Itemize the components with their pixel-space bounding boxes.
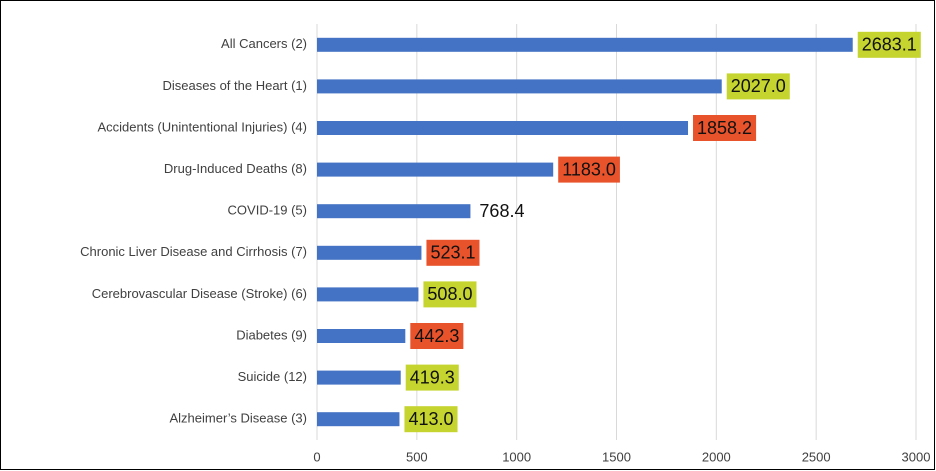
data-label: 1858.2 bbox=[697, 118, 752, 138]
data-label-box bbox=[423, 281, 477, 308]
x-tick-label: 3000 bbox=[902, 449, 931, 464]
y-tick-label: Drug-Induced Deaths (8) bbox=[164, 161, 307, 176]
y-tick-label: All Cancers (2) bbox=[221, 36, 307, 51]
bar bbox=[317, 287, 419, 302]
data-label: 523.1 bbox=[430, 243, 475, 263]
bar bbox=[317, 329, 406, 343]
bar bbox=[317, 412, 400, 427]
x-tick-label: 0 bbox=[313, 449, 320, 464]
data-label: 2027.0 bbox=[731, 76, 786, 96]
bar bbox=[317, 370, 401, 385]
data-label-box bbox=[426, 239, 480, 266]
data-label-box bbox=[558, 156, 620, 183]
data-label-box bbox=[404, 406, 458, 433]
x-tick-label: 500 bbox=[406, 449, 428, 464]
x-tick-label: 1500 bbox=[602, 449, 631, 464]
y-tick-label: Chronic Liver Disease and Cirrhosis (7) bbox=[80, 244, 307, 259]
y-tick-label: Diseases of the Heart (1) bbox=[162, 78, 307, 93]
bar bbox=[317, 79, 722, 94]
data-label: 1183.0 bbox=[562, 159, 616, 179]
y-tick-label: Alzheimer’s Disease (3) bbox=[169, 411, 307, 426]
y-tick-label: Diabetes (9) bbox=[236, 327, 307, 342]
y-tick-label: Suicide (12) bbox=[238, 369, 307, 384]
data-label-box bbox=[405, 364, 459, 391]
data-label-box bbox=[857, 31, 921, 58]
data-label-box bbox=[726, 73, 790, 100]
data-label: 768.4 bbox=[479, 201, 524, 221]
bar bbox=[317, 204, 471, 219]
y-tick-label: Accidents (Unintentional Injuries) (4) bbox=[97, 119, 307, 134]
data-label: 442.3 bbox=[414, 326, 459, 346]
data-label: 413.0 bbox=[408, 409, 453, 429]
data-label: 419.3 bbox=[410, 367, 455, 387]
x-tick-label: 1000 bbox=[502, 449, 531, 464]
bar bbox=[317, 162, 554, 177]
bar bbox=[317, 37, 853, 52]
y-tick-label: COVID-19 (5) bbox=[228, 203, 307, 218]
y-tick-label: Cerebrovascular Disease (Stroke) (6) bbox=[92, 286, 307, 301]
bar bbox=[317, 245, 422, 260]
bar bbox=[317, 121, 689, 135]
x-tick-label: 2500 bbox=[802, 449, 831, 464]
data-label: 508.0 bbox=[427, 284, 472, 304]
data-label: 2683.1 bbox=[862, 35, 917, 55]
data-label-box bbox=[410, 323, 464, 349]
x-tick-label: 2000 bbox=[702, 449, 731, 464]
data-label-box bbox=[693, 115, 757, 141]
